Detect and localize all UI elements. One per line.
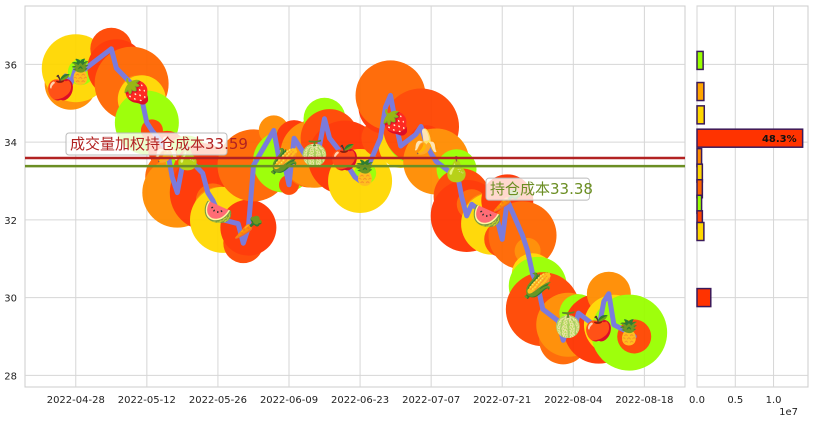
fruit-icon: 🍍 <box>66 58 96 86</box>
cost-annotation-box <box>65 132 228 156</box>
side-x-tick-label: 1.0 <box>766 395 782 406</box>
y-tick-label: 28 <box>4 371 17 382</box>
side-plot-area <box>696 5 809 388</box>
cost-annotation: 成交量加权持仓成本33.59 <box>65 132 248 156</box>
price-line <box>58 46 637 343</box>
x-tick-label: 2022-04-28 <box>47 395 105 406</box>
x-tick-label: 2022-05-12 <box>118 395 176 406</box>
histogram-bar-label: 48.3% <box>762 134 797 145</box>
x-tick-label: 2022-08-04 <box>544 395 602 406</box>
histogram-bar <box>696 128 804 148</box>
cost-annotation-box <box>485 177 590 201</box>
histogram-bar <box>696 105 706 125</box>
x-tick-label: 2022-07-07 <box>402 395 460 406</box>
fruit-icon: 🥕 <box>233 214 263 242</box>
histogram-bar <box>696 50 704 71</box>
x-tick-label: 2022-07-21 <box>473 395 531 406</box>
fruit-icon: 🍈 <box>553 310 583 339</box>
x-tick-label: 2022-06-23 <box>331 395 389 406</box>
fruit-icon: 🍐 <box>442 155 472 183</box>
x-tick-label: 2022-06-09 <box>260 395 318 406</box>
fruit-icon: 🍍 <box>350 159 380 187</box>
cost-annotation: 持仓成本33.38 <box>485 177 593 201</box>
x-tick-label: 2022-08-18 <box>615 395 673 406</box>
side-x-tick-label: 0.5 <box>727 395 743 406</box>
fruit-icon: 🍓 <box>122 78 152 106</box>
fruit-icon: 🍉 <box>472 202 502 230</box>
fruit-icon: 🍈 <box>299 139 329 168</box>
cost-annotation-label: 成交量加权持仓成本33.59 <box>70 135 248 153</box>
side-x-tick-label: 0.0 <box>689 395 705 406</box>
fruit-icon: 🍎 <box>584 314 614 343</box>
cost-annotation-label: 持仓成本33.38 <box>490 180 593 198</box>
fruit-icon: 🌽 <box>269 147 299 176</box>
fruit-icon: 🍌 <box>411 128 441 156</box>
fruit-icon: 🌽 <box>523 271 553 300</box>
y-tick-label: 36 <box>4 60 17 71</box>
y-tick-label: 32 <box>4 216 17 227</box>
y-tick-label: 34 <box>4 138 17 149</box>
fruit-icon: 🍍 <box>614 319 644 347</box>
fruit-icon: 🍎 <box>46 73 76 102</box>
side-scale-label: 1e7 <box>779 407 798 418</box>
y-tick-label: 30 <box>4 294 17 305</box>
fruit-icon: 🍓 <box>381 109 411 137</box>
fruit-icon: 🍉 <box>203 198 233 226</box>
histogram-bar <box>696 81 705 102</box>
histogram-bar <box>696 221 705 242</box>
x-tick-label: 2022-05-26 <box>189 395 247 406</box>
histogram-bar <box>696 287 712 308</box>
